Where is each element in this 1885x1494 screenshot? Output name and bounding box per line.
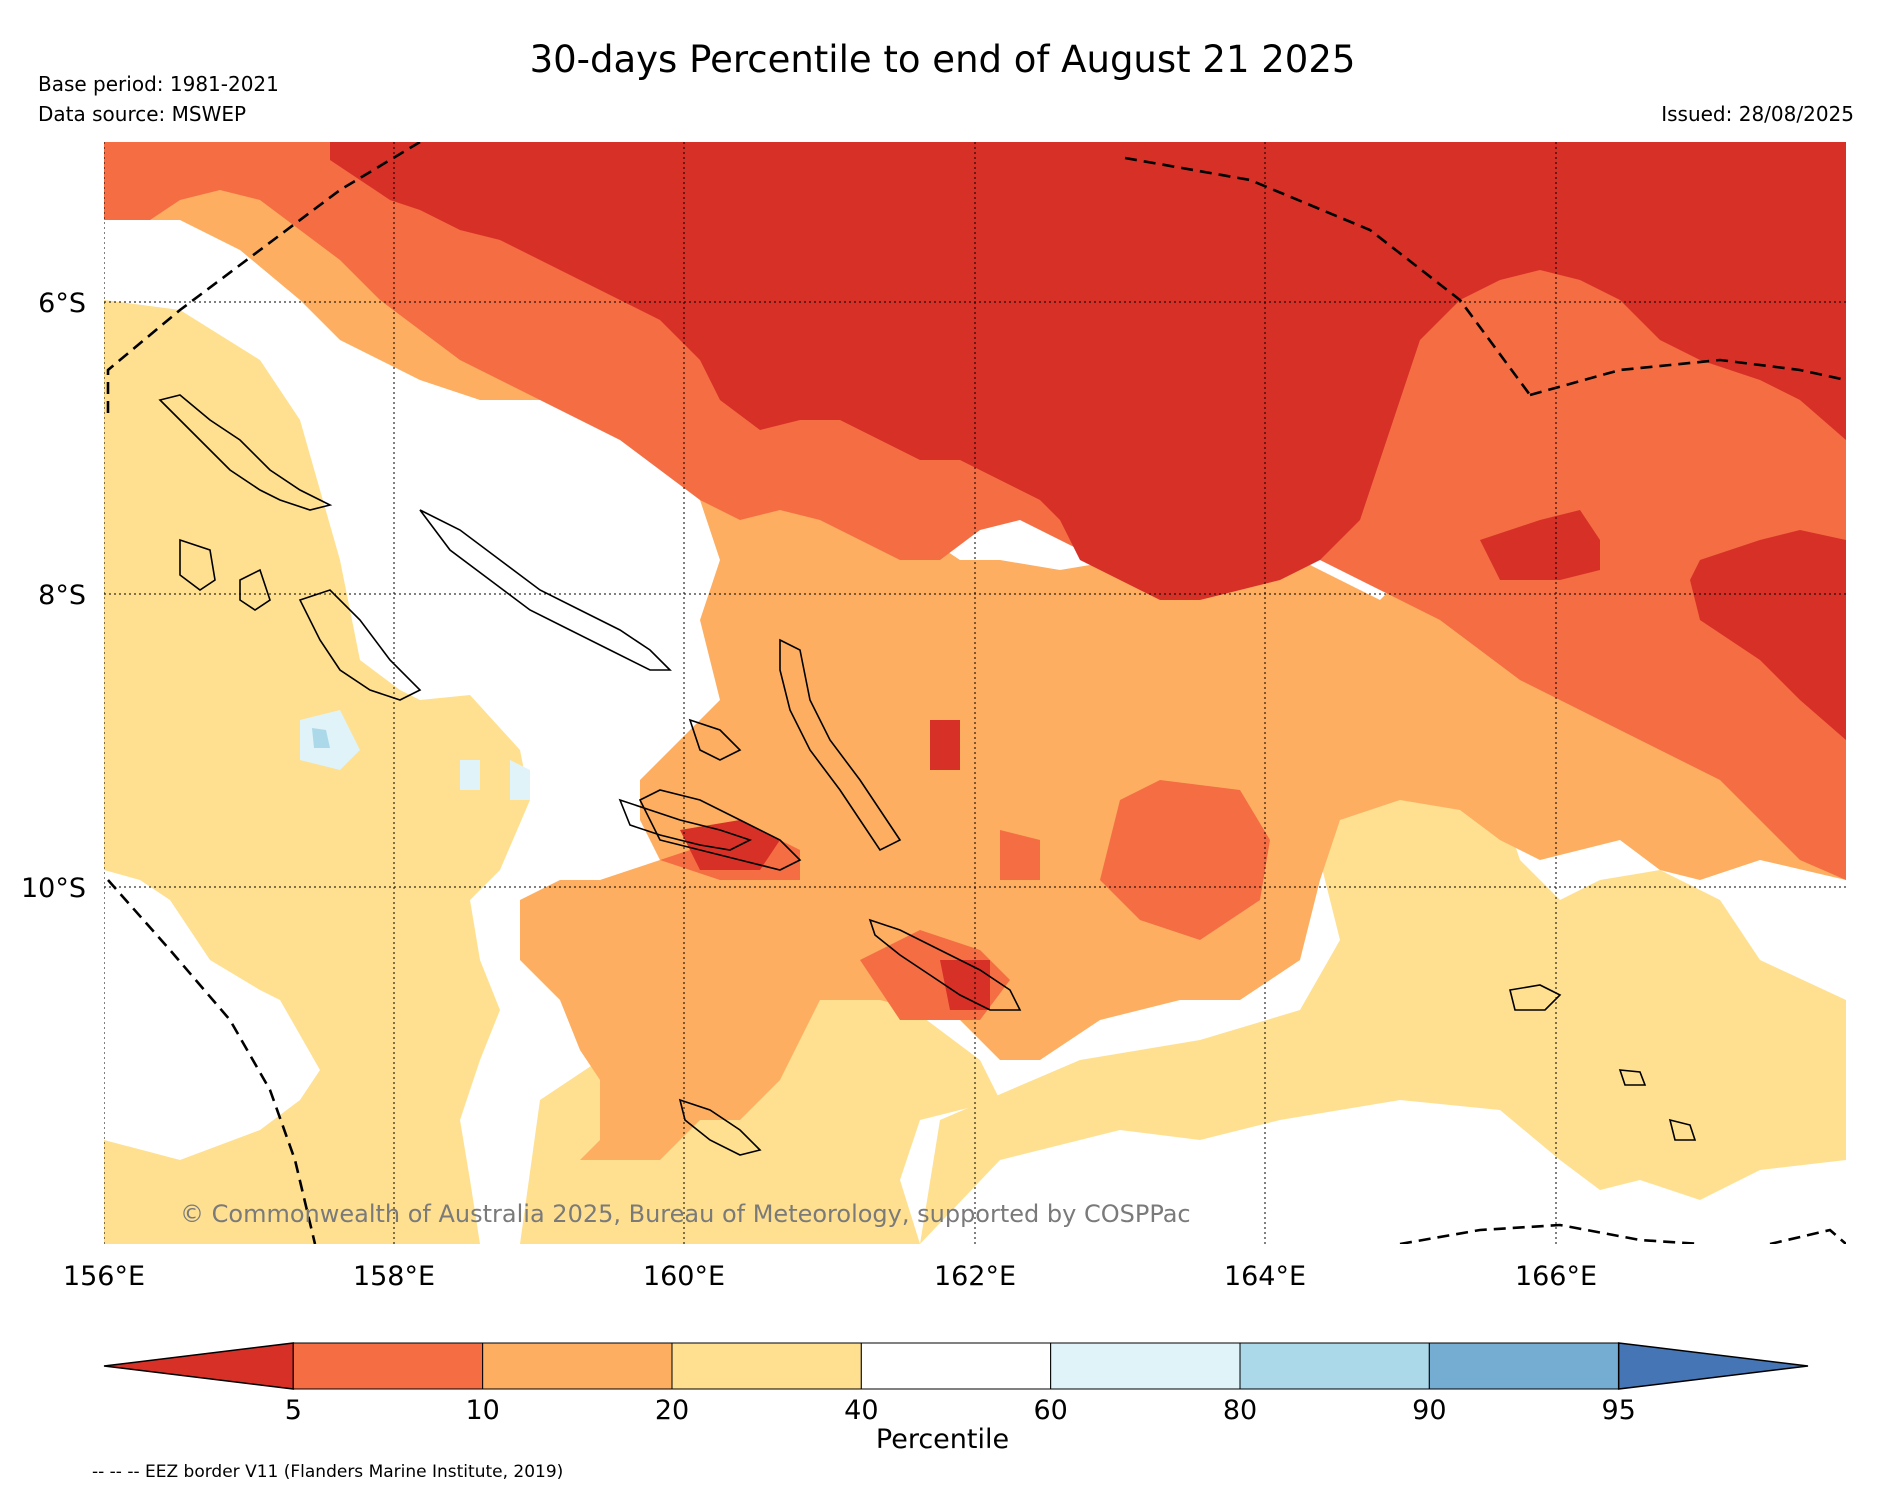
issued-date: Issued: 28/08/2025 bbox=[1661, 102, 1854, 126]
colorbar-tick-label: 80 bbox=[1223, 1395, 1257, 1426]
colorbar-tick-label: 60 bbox=[1033, 1395, 1067, 1426]
lon-label-156: 156°E bbox=[63, 1261, 145, 1292]
colorbar-swatch bbox=[1428, 1342, 1620, 1390]
lon-tick-labels: 156°E 158°E 160°E 162°E 164°E 166°E bbox=[63, 1261, 1597, 1292]
lon-label-166: 166°E bbox=[1515, 1261, 1597, 1292]
copyright-notice: © Commonwealth of Australia 2025, Bureau… bbox=[180, 1200, 1191, 1228]
colorbar: 5 10 20 40 60 80 90 95 bbox=[103, 1342, 1809, 1426]
colorbar-tick-label: 20 bbox=[655, 1395, 689, 1426]
field-60-80 bbox=[300, 710, 530, 800]
colorbar-swatch bbox=[292, 1342, 484, 1390]
colorbar-tick-label: 5 bbox=[285, 1395, 302, 1426]
field-10-20 bbox=[104, 150, 1846, 1160]
graticule bbox=[104, 142, 1846, 1244]
lon-label-164: 164°E bbox=[1224, 1261, 1306, 1292]
field-below-5 bbox=[330, 142, 1846, 1010]
coastlines bbox=[158, 394, 1697, 1156]
field-80-90 bbox=[312, 728, 330, 748]
colorbar-tick-label: 90 bbox=[1412, 1395, 1446, 1426]
colorbar-swatch bbox=[1239, 1342, 1430, 1390]
colorbar-swatch bbox=[671, 1342, 862, 1390]
colorbar-swatch bbox=[482, 1342, 673, 1390]
colorbar-tick-label: 10 bbox=[465, 1395, 499, 1426]
colorbar-tick-label: 95 bbox=[1601, 1395, 1635, 1426]
colorbar-tick-label: 40 bbox=[844, 1395, 878, 1426]
lat-label-10s: 10°S bbox=[21, 873, 86, 904]
eez-borders bbox=[106, 142, 1846, 1244]
lon-label-162: 162°E bbox=[934, 1261, 1016, 1292]
lat-label-6s: 6°S bbox=[38, 288, 86, 319]
lon-label-158: 158°E bbox=[353, 1261, 435, 1292]
lat-label-8s: 8°S bbox=[38, 580, 86, 611]
colorbar-label: Percentile bbox=[875, 1424, 1010, 1455]
colorbar-swatch bbox=[860, 1342, 1052, 1390]
base-period: Base period: 1981-2021 bbox=[38, 72, 279, 96]
colorbar-extension-high bbox=[1617, 1342, 1809, 1390]
data-source: Data source: MSWEP bbox=[38, 102, 247, 126]
map-area: © Commonwealth of Australia 2025, Bureau… bbox=[104, 142, 1846, 1244]
colorbar-swatch bbox=[1050, 1342, 1241, 1390]
lon-label-160: 160°E bbox=[643, 1261, 725, 1292]
field-20-40 bbox=[104, 300, 1846, 1244]
colorbar-extension-low bbox=[103, 1342, 295, 1390]
lat-tick-labels: 6°S 8°S 10°S bbox=[21, 288, 86, 904]
map-title: 30-days Percentile to end of August 21 2… bbox=[529, 38, 1356, 81]
eez-legend-note: -- -- -- EEZ border V11 (Flanders Marine… bbox=[92, 1462, 564, 1482]
